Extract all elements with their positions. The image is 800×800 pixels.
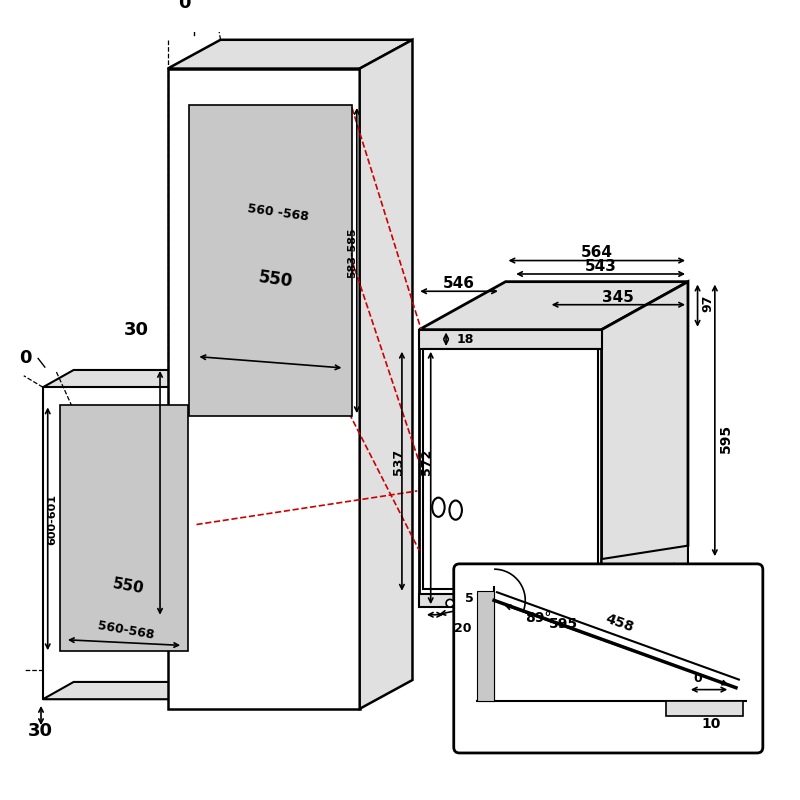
Polygon shape	[168, 40, 413, 69]
Text: 560-568: 560-568	[96, 618, 154, 642]
Ellipse shape	[450, 501, 462, 520]
Text: 0: 0	[178, 0, 190, 12]
Text: 0: 0	[19, 350, 31, 367]
Polygon shape	[602, 282, 688, 594]
Text: 560 -568: 560 -568	[246, 202, 310, 223]
Polygon shape	[360, 40, 413, 709]
Text: 572: 572	[420, 449, 434, 475]
Text: 546: 546	[442, 276, 474, 291]
Polygon shape	[43, 682, 224, 699]
Bar	[419, 330, 602, 594]
Text: 0: 0	[693, 671, 702, 685]
Polygon shape	[602, 546, 688, 607]
Bar	[666, 701, 742, 715]
Bar	[419, 330, 602, 349]
Polygon shape	[43, 370, 224, 387]
Text: 30: 30	[27, 722, 53, 740]
Bar	[168, 69, 360, 709]
Ellipse shape	[432, 498, 445, 517]
Text: 583-585: 583-585	[347, 227, 357, 278]
Bar	[477, 590, 494, 701]
Bar	[43, 387, 194, 699]
Bar	[60, 405, 188, 651]
Text: 595: 595	[718, 423, 733, 453]
Text: 550: 550	[111, 576, 146, 596]
Text: 97: 97	[702, 295, 714, 313]
Text: 537: 537	[391, 449, 405, 475]
Text: 543: 543	[585, 259, 617, 274]
Polygon shape	[194, 370, 224, 699]
Text: 20: 20	[454, 622, 471, 634]
Text: 550: 550	[257, 269, 294, 291]
Text: 5: 5	[465, 592, 474, 605]
Bar	[419, 594, 602, 607]
Text: 18: 18	[457, 333, 474, 346]
Polygon shape	[419, 282, 688, 330]
Text: 30: 30	[123, 321, 149, 338]
Text: 10: 10	[702, 717, 721, 731]
Text: 600-601: 600-601	[47, 494, 58, 546]
Text: 458: 458	[604, 612, 636, 635]
Text: 89°: 89°	[525, 610, 551, 625]
Circle shape	[446, 599, 454, 607]
Text: 564: 564	[581, 246, 613, 260]
Text: 595: 595	[549, 618, 578, 631]
Bar	[189, 105, 352, 416]
FancyBboxPatch shape	[454, 564, 763, 753]
Text: 345: 345	[602, 290, 634, 305]
Bar	[423, 349, 598, 589]
